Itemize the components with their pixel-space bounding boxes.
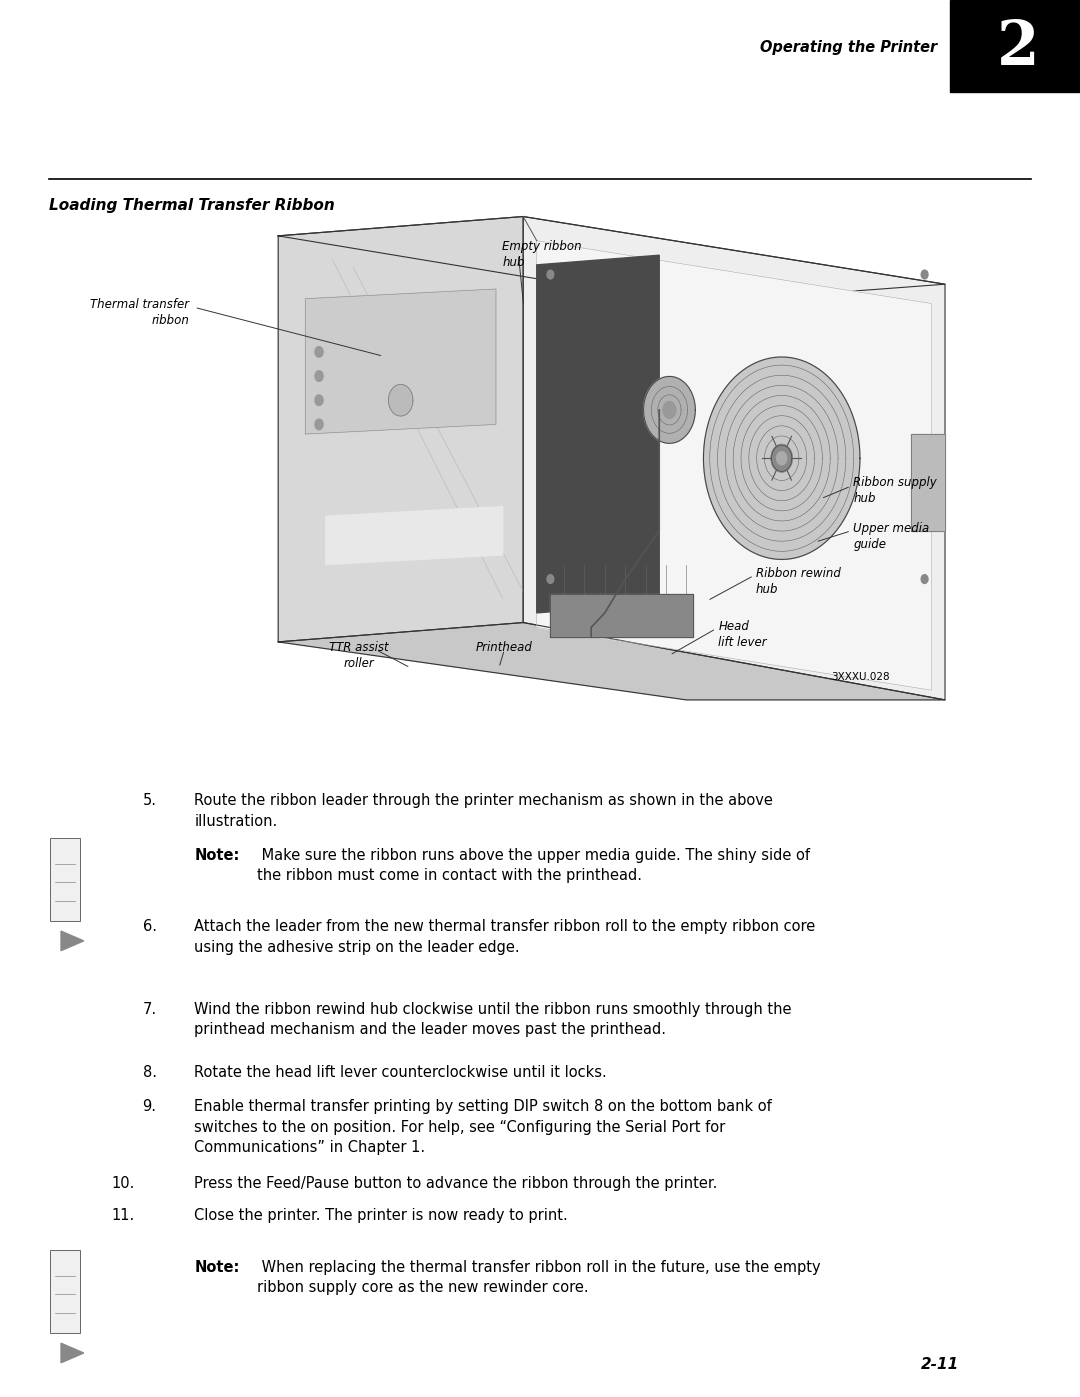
Polygon shape xyxy=(771,446,792,471)
Text: 2-11: 2-11 xyxy=(920,1356,959,1372)
Polygon shape xyxy=(279,217,945,303)
Text: Empty ribbon
hub: Empty ribbon hub xyxy=(502,240,582,270)
Text: Route the ribbon leader through the printer mechanism as shown in the above
illu: Route the ribbon leader through the prin… xyxy=(194,793,773,828)
Polygon shape xyxy=(910,434,945,531)
Text: Wind the ribbon rewind hub clockwise until the ribbon runs smoothly through the
: Wind the ribbon rewind hub clockwise unt… xyxy=(194,1002,792,1037)
Polygon shape xyxy=(60,930,84,950)
Text: Close the printer. The printer is now ready to print.: Close the printer. The printer is now re… xyxy=(194,1208,568,1224)
Text: 10.: 10. xyxy=(111,1176,135,1192)
Circle shape xyxy=(315,346,323,358)
Text: 6.: 6. xyxy=(143,919,157,935)
Circle shape xyxy=(921,270,928,279)
Circle shape xyxy=(315,419,323,430)
Polygon shape xyxy=(537,240,931,690)
Text: TTR assist
roller: TTR assist roller xyxy=(328,641,389,671)
Polygon shape xyxy=(777,451,787,465)
Text: Ribbon supply
hub: Ribbon supply hub xyxy=(853,476,937,506)
Polygon shape xyxy=(644,376,696,443)
Text: Rotate the head lift lever counterclockwise until it locks.: Rotate the head lift lever counterclockw… xyxy=(194,1065,607,1080)
Circle shape xyxy=(315,370,323,381)
Text: 7.: 7. xyxy=(143,1002,157,1017)
Polygon shape xyxy=(279,217,523,641)
Text: Printhead: Printhead xyxy=(476,641,532,654)
Text: Enable thermal transfer printing by setting DIP switch 8 on the bottom bank of
s: Enable thermal transfer printing by sett… xyxy=(194,1099,772,1155)
Text: 11.: 11. xyxy=(111,1208,135,1224)
Bar xyxy=(950,0,1080,92)
Polygon shape xyxy=(663,401,676,418)
Text: Note:: Note: xyxy=(194,848,240,863)
Text: Note:: Note: xyxy=(194,1260,240,1275)
Text: 5.: 5. xyxy=(143,793,157,809)
Text: Press the Feed/Pause button to advance the ribbon through the printer.: Press the Feed/Pause button to advance t… xyxy=(194,1176,718,1192)
Polygon shape xyxy=(537,256,659,613)
Text: When replacing the thermal transfer ribbon roll in the future, use the empty
rib: When replacing the thermal transfer ribb… xyxy=(257,1260,821,1295)
Circle shape xyxy=(315,395,323,405)
Polygon shape xyxy=(551,594,693,637)
Text: Upper media
guide: Upper media guide xyxy=(853,522,930,552)
Polygon shape xyxy=(703,358,860,559)
Circle shape xyxy=(921,574,928,584)
Circle shape xyxy=(389,384,413,416)
Text: 9.: 9. xyxy=(143,1099,157,1115)
Bar xyxy=(50,838,80,922)
Text: 3XXXU.028: 3XXXU.028 xyxy=(832,672,890,682)
Polygon shape xyxy=(326,507,502,564)
Polygon shape xyxy=(523,217,945,700)
Text: Thermal transfer
ribbon: Thermal transfer ribbon xyxy=(90,298,189,327)
Text: 2: 2 xyxy=(997,18,1039,78)
Text: 8.: 8. xyxy=(143,1065,157,1080)
Polygon shape xyxy=(60,1344,84,1363)
Text: Make sure the ribbon runs above the upper media guide. The shiny side of
the rib: Make sure the ribbon runs above the uppe… xyxy=(257,848,810,883)
Bar xyxy=(50,1250,80,1333)
Text: Head
lift lever: Head lift lever xyxy=(718,620,767,650)
Circle shape xyxy=(546,270,554,279)
Text: Loading Thermal Transfer Ribbon: Loading Thermal Transfer Ribbon xyxy=(49,198,335,214)
Polygon shape xyxy=(279,623,945,700)
Text: Attach the leader from the new thermal transfer ribbon roll to the empty ribbon : Attach the leader from the new thermal t… xyxy=(194,919,815,954)
Text: Operating the Printer: Operating the Printer xyxy=(760,41,937,56)
Circle shape xyxy=(546,574,554,584)
Polygon shape xyxy=(306,289,496,434)
Text: Ribbon rewind
hub: Ribbon rewind hub xyxy=(756,567,841,597)
